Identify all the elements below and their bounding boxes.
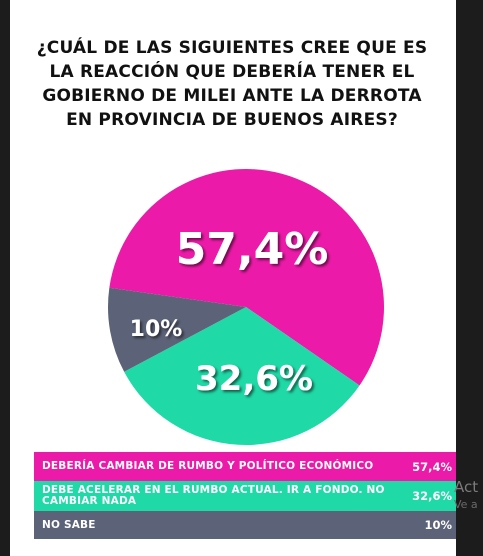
overlay-line-2: Ve a	[454, 498, 478, 511]
title-line-1: ¿CUÁL DE LAS SIGUIENTES CREE QUE ES	[36, 38, 428, 58]
pie-slice-no-sabe	[108, 287, 247, 372]
pie-label-acelerar-rumbo: 32,6%	[195, 359, 313, 399]
legend-item-no-sabe: NO SABE 10%	[34, 511, 456, 539]
legend: DEBERÍA CAMBIAR DE RUMBO Y POLÍTICO ECON…	[34, 452, 456, 539]
overlay-line-1: Act	[454, 478, 479, 496]
title-line-3: GOBIERNO DE MILEI ANTE LA DERROTA	[42, 86, 422, 106]
legend-label: NO SABE	[42, 518, 96, 531]
pie-slice-acelerar-rumbo	[124, 307, 360, 446]
pie-chart: 57,4% 32,6% 10%	[108, 169, 384, 446]
legend-value: 10%	[424, 518, 452, 532]
pie-label-cambiar-rumbo: 57,4%	[176, 224, 329, 275]
legend-label: DEBERÍA CAMBIAR DE RUMBO Y POLÍTICO ECON…	[42, 460, 374, 472]
pie-slice-cambiar-rumbo	[109, 169, 384, 386]
title-line-2: LA REACCIÓN QUE DEBERÍA TENER EL	[49, 62, 415, 82]
chart-card: ¿CUÁL DE LAS SIGUIENTES CREE QUE ES LA R…	[10, 0, 456, 556]
legend-item-cambiar-rumbo: DEBERÍA CAMBIAR DE RUMBO Y POLÍTICO ECON…	[34, 452, 456, 481]
legend-label: DEBE ACELERAR EN EL RUMBO ACTUAL. IR A F…	[42, 484, 385, 507]
pie-label-no-sabe: 10%	[130, 317, 183, 342]
chart-title: ¿CUÁL DE LAS SIGUIENTES CREE QUE ES LA R…	[26, 36, 438, 132]
legend-value: 32,6%	[412, 489, 452, 503]
title-line-4: EN PROVINCIA DE BUENOS AIRES?	[66, 110, 398, 130]
legend-value: 57,4%	[412, 459, 452, 474]
legend-item-acelerar-rumbo: DEBE ACELERAR EN EL RUMBO ACTUAL. IR A F…	[34, 481, 456, 511]
side-overlay-text: Act Ve a	[454, 478, 478, 514]
